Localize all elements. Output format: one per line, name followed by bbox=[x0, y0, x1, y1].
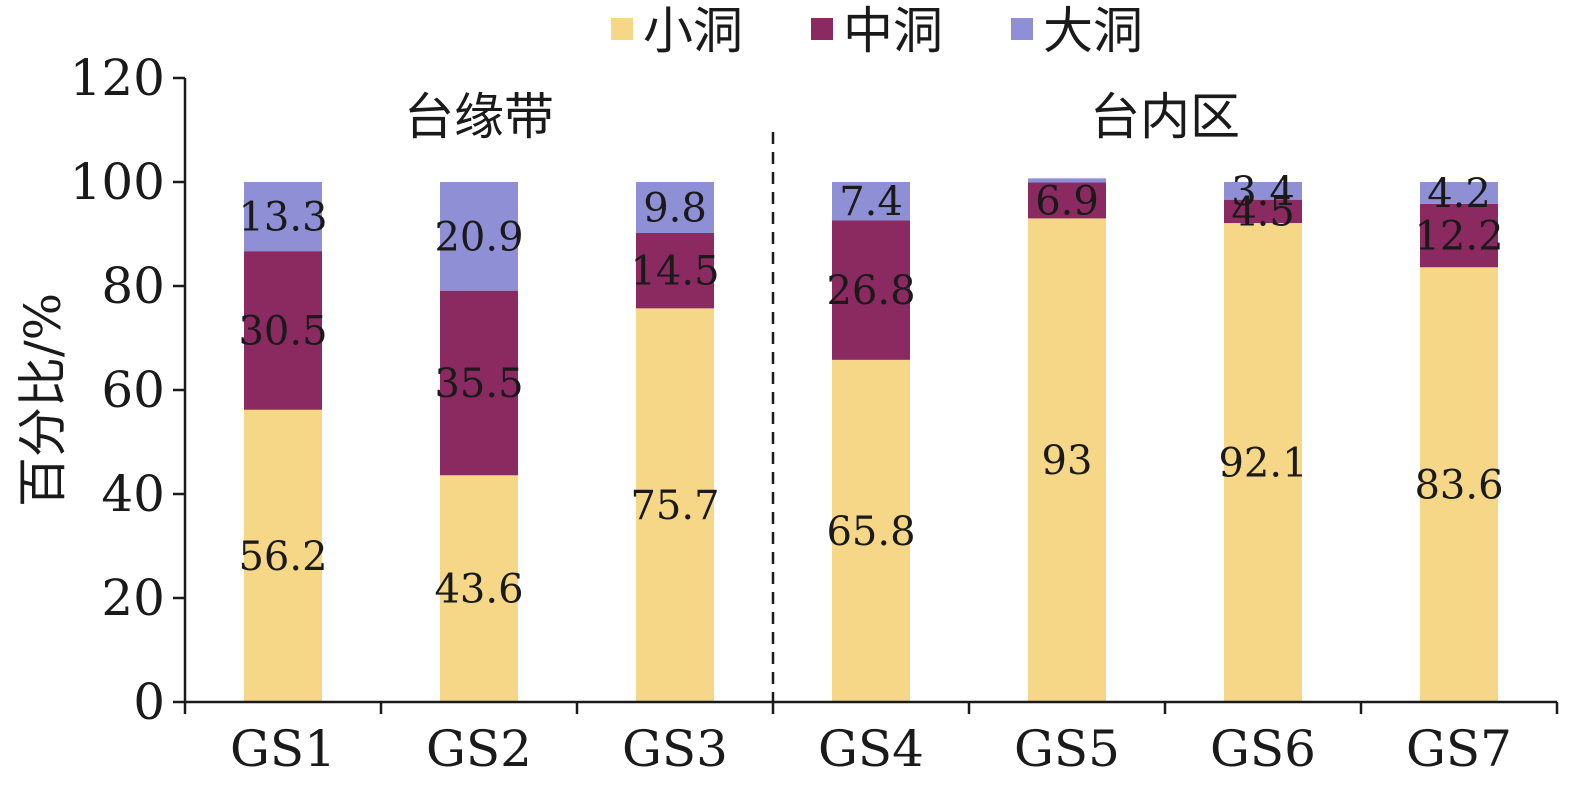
data-label-GS3-series-2: 9.8 bbox=[643, 185, 707, 231]
data-label-GS1-series-2: 13.3 bbox=[238, 195, 327, 241]
data-label-GS5-series-1: 6.9 bbox=[1035, 178, 1099, 224]
data-label-GS2-series-0: 43.6 bbox=[434, 567, 523, 613]
x-tick-label-GS1: GS1 bbox=[230, 720, 336, 778]
data-label-GS4-series-1: 26.8 bbox=[826, 268, 915, 314]
region-label-1: 台内区 bbox=[1090, 88, 1240, 146]
data-label-GS6-series-0: 92.1 bbox=[1218, 441, 1307, 487]
bar-GS1-series-2 bbox=[244, 182, 322, 252]
data-label-GS4-series-2: 7.4 bbox=[839, 179, 903, 225]
legend-swatch-0 bbox=[611, 18, 633, 40]
y-tick-label-100: 100 bbox=[70, 153, 165, 211]
legend-label-1: 中洞 bbox=[843, 2, 943, 60]
bar-GS6-series-0 bbox=[1224, 223, 1302, 702]
data-label-GS1-series-0: 56.2 bbox=[238, 534, 327, 580]
bar-GS5-series-1 bbox=[1028, 182, 1106, 219]
data-label-GS7-series-0: 83.6 bbox=[1414, 463, 1503, 509]
bar-GS7-series-2 bbox=[1420, 182, 1498, 204]
bar-GS3-series-1 bbox=[636, 232, 714, 309]
legend-swatch-2 bbox=[1011, 18, 1033, 40]
x-tick-label-GS6: GS6 bbox=[1210, 720, 1316, 778]
legend-label-0: 小洞 bbox=[643, 2, 743, 60]
bar-GS5-series-2 bbox=[1028, 178, 1106, 183]
data-label-GS3-series-1: 14.5 bbox=[630, 249, 719, 295]
bar-GS7-series-1 bbox=[1420, 203, 1498, 268]
data-label-GS7-series-1: 12.2 bbox=[1414, 214, 1503, 260]
bar-GS2-series-0 bbox=[440, 475, 518, 702]
x-tick-label-GS7: GS7 bbox=[1406, 720, 1512, 778]
bar-GS4-series-2 bbox=[832, 182, 910, 221]
data-label-GS3-series-0: 75.7 bbox=[630, 483, 719, 529]
bar-GS2-series-2 bbox=[440, 182, 518, 291]
legend-swatch-1 bbox=[811, 18, 833, 40]
x-tick-label-GS4: GS4 bbox=[818, 720, 924, 778]
y-tick-label-120: 120 bbox=[70, 49, 165, 107]
bar-GS5-series-0 bbox=[1028, 218, 1106, 702]
y-tick-label-0: 0 bbox=[133, 673, 165, 731]
y-tick-label-80: 80 bbox=[101, 257, 165, 315]
bar-GS7-series-0 bbox=[1420, 267, 1498, 702]
bars bbox=[244, 178, 1498, 702]
axes: 0 20 40 60 80 100 120 GS1 GS2 GS3 GS4 GS5 GS6 GS7 百分比/… bbox=[14, 49, 1559, 778]
data-label-GS6-series-2: 3.4 bbox=[1231, 169, 1295, 215]
data-label-GS6-series-1: 4.5 bbox=[1231, 189, 1295, 235]
bar-GS1-series-1 bbox=[244, 251, 322, 410]
bar-GS4-series-1 bbox=[832, 220, 910, 360]
y-tick-label-40: 40 bbox=[101, 465, 165, 523]
x-tick-label-GS2: GS2 bbox=[426, 720, 532, 778]
bar-GS1-series-0 bbox=[244, 409, 322, 702]
data-label-GS4-series-0: 65.8 bbox=[826, 509, 915, 555]
legend-label-2: 大洞 bbox=[1043, 2, 1143, 60]
data-labels: 56.2 30.5 13.3 43.6 35.5 20.9 75.7 14.5 9.8 65.8 2… bbox=[238, 169, 1503, 613]
bar-GS6-series-1 bbox=[1224, 199, 1302, 224]
legend: 小洞 中洞 大洞 bbox=[611, 2, 1143, 60]
region-label-0: 台缘带 bbox=[404, 88, 554, 146]
bar-GS4-series-0 bbox=[832, 359, 910, 702]
y-tick-label-20: 20 bbox=[101, 569, 165, 627]
data-label-GS5-series-0: 93 bbox=[1042, 438, 1093, 484]
data-label-GS2-series-1: 35.5 bbox=[434, 361, 523, 407]
bar-GS3-series-2 bbox=[636, 182, 714, 233]
bar-GS2-series-1 bbox=[440, 290, 518, 476]
bar-GS3-series-0 bbox=[636, 308, 714, 702]
data-label-GS2-series-2: 20.9 bbox=[434, 214, 523, 260]
data-label-GS7-series-2: 4.2 bbox=[1427, 171, 1491, 217]
y-axis-label: 百分比/% bbox=[14, 293, 72, 507]
bar-GS6-series-2 bbox=[1224, 182, 1302, 200]
x-tick-label-GS3: GS3 bbox=[622, 720, 728, 778]
data-label-GS1-series-1: 30.5 bbox=[238, 308, 327, 354]
region-labels: 台缘带 台内区 bbox=[404, 88, 1240, 146]
y-tick-label-60: 60 bbox=[101, 361, 165, 419]
x-tick-label-GS5: GS5 bbox=[1014, 720, 1120, 778]
